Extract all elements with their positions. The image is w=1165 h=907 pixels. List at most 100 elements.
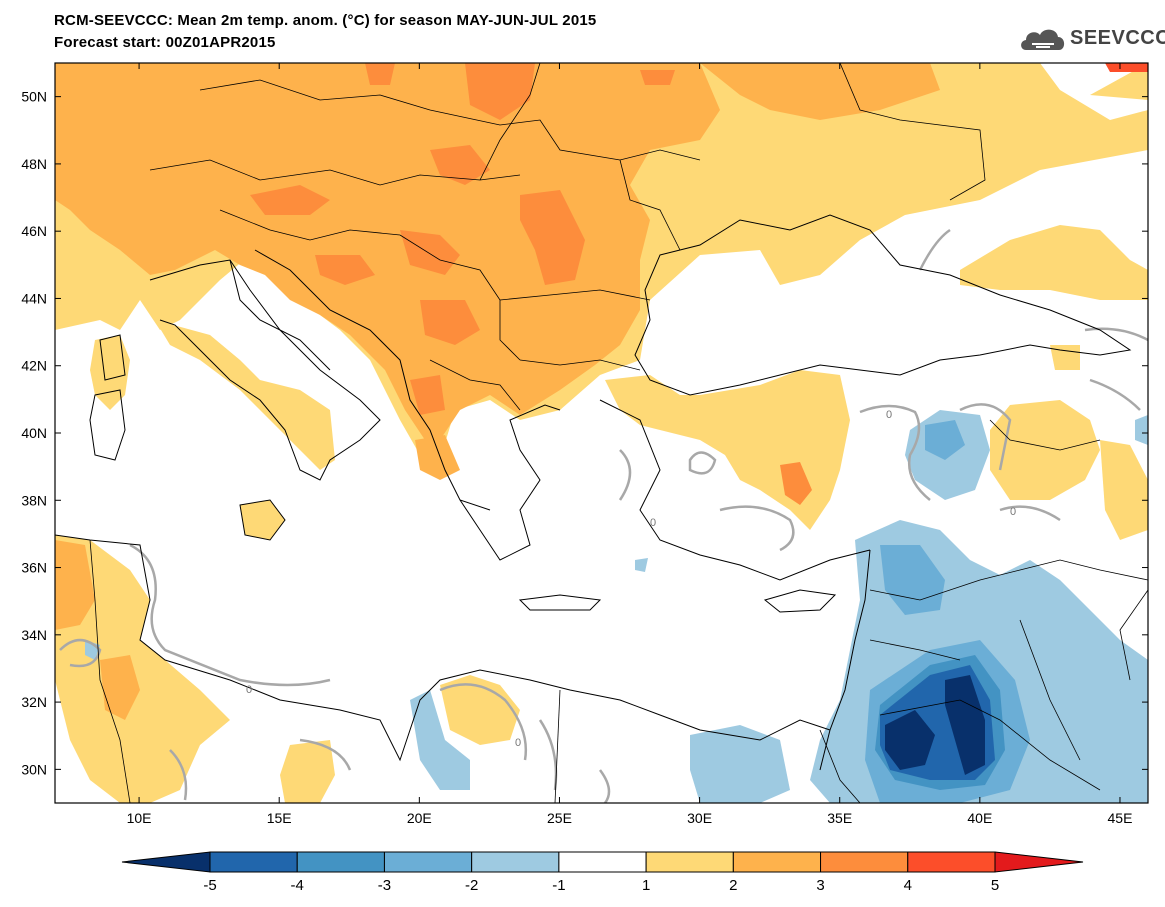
anomaly-region-minus1 bbox=[690, 725, 790, 803]
colorbar-segment bbox=[296, 851, 385, 873]
anomaly-region-minus1 bbox=[1135, 415, 1148, 445]
zero-contour bbox=[618, 449, 632, 501]
anomaly-region-plus1 bbox=[440, 675, 520, 745]
zero-contour bbox=[129, 543, 331, 687]
colorbar-segment bbox=[471, 851, 560, 873]
colorbar-segment bbox=[732, 851, 822, 873]
colorbar: -5 -4 -3 -2 -1 1 2 3 4 5 bbox=[121, 851, 1084, 894]
anomaly-region-plus2 bbox=[700, 63, 940, 120]
map-title: RCM-SEEVCCC: Mean 2m temp. anom. (°C) fo… bbox=[54, 12, 597, 29]
coastline-crete bbox=[518, 594, 602, 611]
zero-contour bbox=[439, 683, 527, 761]
lat-tick-label: 38N bbox=[21, 492, 47, 508]
country-border bbox=[869, 639, 961, 661]
coastline-adriatic-italy bbox=[229, 259, 331, 371]
anomaly-region-plus3 bbox=[315, 255, 375, 285]
colorbar-extend-low bbox=[121, 851, 211, 873]
anomaly-region-plus3 bbox=[520, 190, 585, 285]
country-border bbox=[519, 359, 641, 371]
logo-text: SEEVCCC bbox=[1070, 27, 1165, 49]
lat-tick-label: 34N bbox=[21, 627, 47, 643]
anomaly-region-minus2 bbox=[925, 420, 965, 460]
lon-tick-label: 30E bbox=[687, 810, 712, 826]
anomaly-region-plus1 bbox=[280, 740, 335, 803]
zero-contour-label: 0 bbox=[246, 684, 252, 696]
lat-tick-label: 30N bbox=[21, 761, 47, 777]
seevccc-logo: SEEVCCC bbox=[1018, 22, 1165, 56]
zero-contour bbox=[719, 505, 795, 552]
zero-contour bbox=[859, 404, 931, 501]
anomaly-region-plus3 bbox=[420, 300, 480, 345]
country-border bbox=[499, 289, 651, 301]
anomaly-region-minus5 bbox=[945, 675, 985, 775]
anomaly-region-plus4 bbox=[1105, 63, 1148, 72]
country-border bbox=[219, 209, 401, 241]
coastline-sicily bbox=[239, 499, 286, 541]
country-border bbox=[1019, 619, 1081, 761]
zero-contour bbox=[598, 769, 611, 803]
colorbar-label: -1 bbox=[552, 877, 565, 894]
colorbar-segment bbox=[383, 851, 473, 873]
zero-contour-label: 0 bbox=[1010, 506, 1016, 518]
colorbar-label: -4 bbox=[291, 877, 304, 894]
coastline-greece bbox=[459, 404, 561, 561]
anomaly-region-minus1 bbox=[85, 640, 100, 660]
latitude-axis: 30N 32N 34N 36N 38N 40N 42N 44N 46N 48N 50N bbox=[21, 89, 1148, 777]
lat-tick-label: 48N bbox=[21, 156, 47, 172]
coastline-adriatic-east bbox=[254, 249, 491, 511]
zero-contours bbox=[59, 228, 1148, 803]
lon-tick-label: 45E bbox=[1108, 810, 1133, 826]
colorbar-label: 1 bbox=[642, 877, 650, 894]
country-border bbox=[399, 234, 521, 361]
country-border bbox=[89, 539, 131, 803]
country-border bbox=[989, 419, 1101, 451]
country-border bbox=[819, 729, 861, 803]
lat-tick-label: 40N bbox=[21, 425, 47, 441]
zero-contour bbox=[59, 638, 102, 668]
anomaly-region-plus1 bbox=[1100, 440, 1148, 540]
zero-contour bbox=[1084, 327, 1148, 342]
zero-contour bbox=[999, 505, 1061, 522]
country-border bbox=[869, 559, 1148, 601]
country-border bbox=[429, 359, 521, 411]
lon-tick-label: 25E bbox=[547, 810, 572, 826]
lat-tick-label: 32N bbox=[21, 694, 47, 710]
lon-tick-label: 15E bbox=[267, 810, 292, 826]
colorbar-label: -5 bbox=[203, 877, 216, 894]
anomaly-region-plus1 bbox=[55, 535, 230, 803]
anomaly-region-plus2 bbox=[415, 435, 460, 480]
coastline-sardinia bbox=[89, 389, 126, 461]
coastlines bbox=[55, 214, 1132, 771]
lat-tick-label: 42N bbox=[21, 358, 47, 374]
colorbar-segment bbox=[209, 851, 298, 873]
lat-tick-label: 50N bbox=[21, 89, 47, 105]
coastline-italy bbox=[149, 259, 381, 481]
country-border bbox=[839, 63, 986, 201]
country-border bbox=[879, 699, 1101, 791]
anomaly-region-minus1 bbox=[410, 690, 470, 790]
colorbar-extend-high bbox=[994, 851, 1084, 873]
colorbar-label: -2 bbox=[465, 877, 478, 894]
country-border bbox=[479, 63, 541, 181]
anomaly-region-plus3 bbox=[250, 185, 330, 215]
colorbar-segment bbox=[645, 851, 734, 873]
anomaly-region-plus3 bbox=[365, 63, 395, 85]
anomaly-region-plus3 bbox=[465, 63, 535, 120]
anomaly-region-plus1 bbox=[155, 320, 335, 470]
anomaly-region-plus3 bbox=[400, 230, 460, 275]
country-border bbox=[554, 689, 561, 803]
zero-contour-label: 0 bbox=[650, 517, 656, 529]
anomaly-region-plus2 bbox=[55, 540, 95, 630]
coastline-corsica bbox=[99, 334, 126, 381]
country-border bbox=[149, 159, 521, 186]
zero-contour-label: 0 bbox=[886, 409, 892, 421]
zero-contour bbox=[1089, 378, 1141, 411]
zero-contour-label: 0 bbox=[515, 737, 521, 749]
anomaly-region-plus2 bbox=[55, 63, 720, 440]
colorbar-label: 3 bbox=[816, 877, 824, 894]
anomaly-region-plus1 bbox=[960, 225, 1148, 300]
anomaly-region-plus2 bbox=[100, 655, 140, 720]
zero-contour bbox=[918, 228, 951, 271]
country-border bbox=[199, 79, 701, 161]
